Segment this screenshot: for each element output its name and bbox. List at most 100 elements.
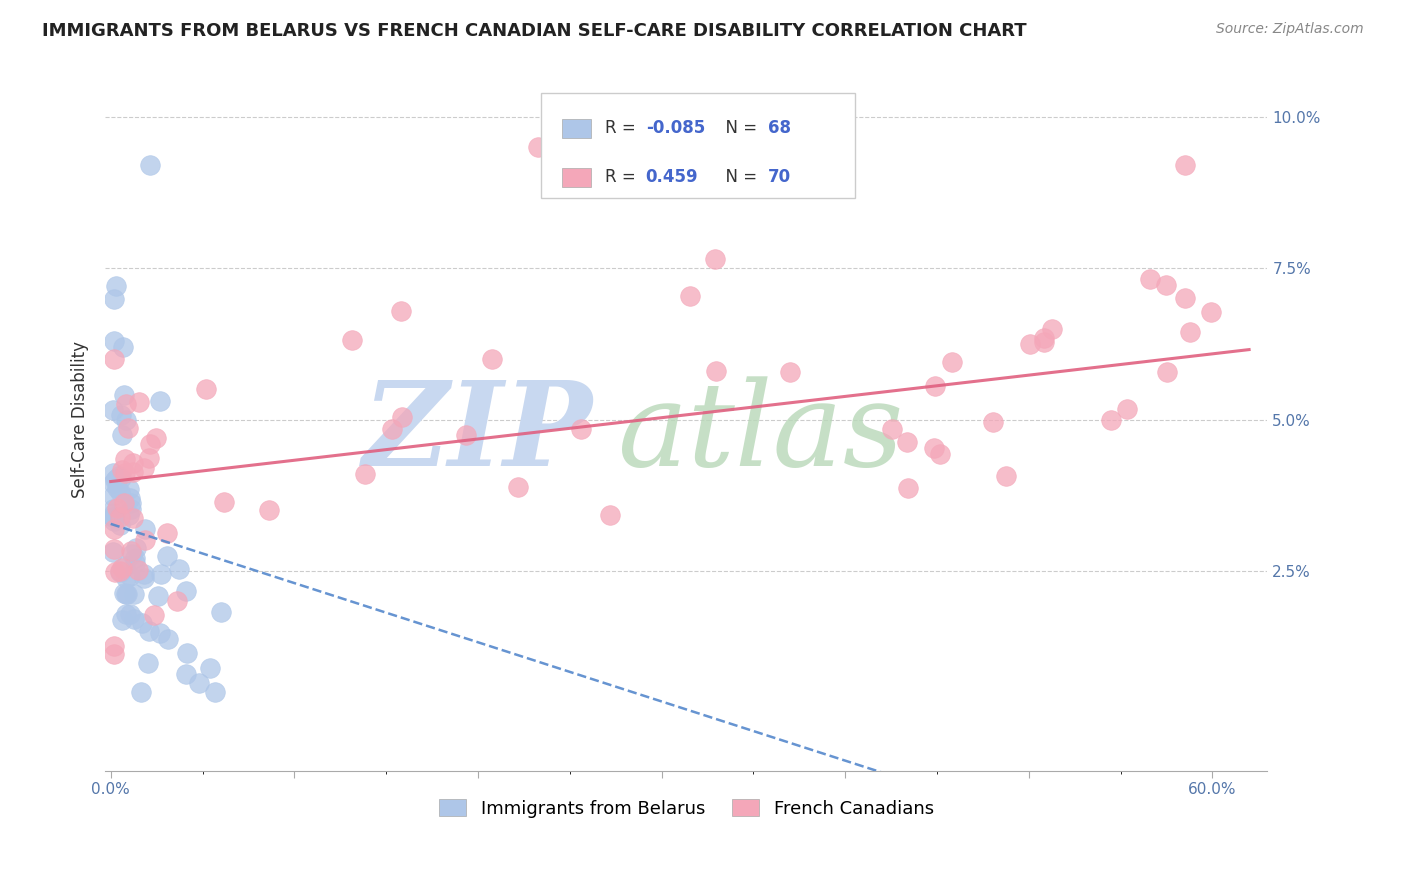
Point: [132, 571, 155, 585]
Point: [115, 587, 138, 601]
Point: [1099, 413, 1122, 427]
Point: [381, 421, 404, 435]
Point: [124, 550, 146, 565]
Point: [896, 434, 918, 449]
Point: [104, 472, 127, 486]
Point: [195, 382, 218, 396]
Point: [122, 465, 145, 479]
Point: [120, 544, 142, 558]
Point: [111, 561, 134, 575]
Point: [103, 334, 125, 348]
Point: [134, 533, 156, 548]
Point: [389, 303, 412, 318]
Point: [134, 566, 156, 581]
Point: [112, 586, 135, 600]
Point: [880, 422, 903, 436]
Point: [118, 508, 141, 522]
Point: [156, 632, 179, 647]
Point: [118, 491, 141, 506]
Point: [1040, 322, 1063, 336]
Point: [108, 564, 131, 578]
Point: [132, 460, 155, 475]
Point: [1156, 365, 1178, 379]
Point: [127, 563, 149, 577]
Point: [117, 587, 139, 601]
Point: [103, 351, 125, 366]
Point: [924, 379, 946, 393]
Point: [120, 501, 142, 516]
Point: [506, 480, 529, 494]
Point: [149, 626, 172, 640]
Point: [134, 522, 156, 536]
Point: [929, 447, 952, 461]
Point: [569, 421, 592, 435]
Point: [1201, 305, 1223, 319]
Point: [1033, 334, 1056, 349]
Point: [145, 431, 167, 445]
FancyBboxPatch shape: [541, 93, 855, 198]
Point: [138, 450, 160, 465]
Point: [1178, 325, 1201, 339]
Point: [115, 571, 138, 585]
Point: [103, 544, 125, 558]
Point: [481, 352, 503, 367]
Point: [136, 657, 159, 671]
Point: [527, 140, 550, 154]
Point: [142, 608, 165, 623]
Point: [174, 667, 197, 681]
Text: 70: 70: [768, 168, 790, 186]
Text: -0.085: -0.085: [645, 119, 704, 136]
Point: [124, 556, 146, 570]
Point: [103, 639, 125, 653]
Point: [599, 508, 621, 522]
Text: 68: 68: [768, 119, 790, 136]
Point: [111, 428, 134, 442]
Point: [103, 522, 125, 536]
Point: [115, 397, 138, 411]
Point: [108, 469, 131, 483]
Point: [110, 471, 132, 485]
Point: [138, 158, 160, 172]
Point: [104, 474, 127, 488]
Text: R =: R =: [605, 119, 641, 136]
Point: [941, 354, 963, 368]
Point: [105, 279, 128, 293]
Point: [1018, 336, 1040, 351]
Point: [391, 410, 413, 425]
Point: [1115, 401, 1137, 416]
Point: [1154, 278, 1177, 293]
Point: [121, 547, 143, 561]
Point: [110, 408, 132, 422]
Point: [114, 558, 136, 573]
Point: [1174, 158, 1197, 172]
Point: [101, 509, 124, 524]
Point: [1139, 272, 1161, 286]
Text: atlas: atlas: [617, 376, 903, 491]
Point: [1174, 291, 1197, 305]
Point: [156, 549, 179, 563]
Point: [104, 566, 127, 580]
Point: [994, 469, 1017, 483]
Point: [114, 451, 136, 466]
Point: [122, 587, 145, 601]
Point: [679, 289, 702, 303]
Point: [118, 607, 141, 621]
Point: [704, 364, 727, 378]
Point: [148, 589, 170, 603]
Point: [112, 496, 135, 510]
Point: [131, 616, 153, 631]
Text: IMMIGRANTS FROM BELARUS VS FRENCH CANADIAN SELF-CARE DISABILITY CORRELATION CHAR: IMMIGRANTS FROM BELARUS VS FRENCH CANADI…: [42, 22, 1026, 40]
Y-axis label: Self-Care Disability: Self-Care Disability: [72, 341, 89, 498]
Point: [101, 509, 124, 524]
Point: [101, 466, 124, 480]
Text: 0.459: 0.459: [645, 168, 699, 186]
Text: R =: R =: [605, 168, 641, 186]
Point: [167, 561, 190, 575]
Point: [981, 415, 1004, 429]
Point: [103, 647, 125, 661]
Point: [111, 463, 134, 477]
Point: [108, 565, 131, 579]
Point: [176, 583, 198, 598]
Point: [779, 365, 801, 379]
Text: ZIP: ZIP: [363, 376, 593, 491]
